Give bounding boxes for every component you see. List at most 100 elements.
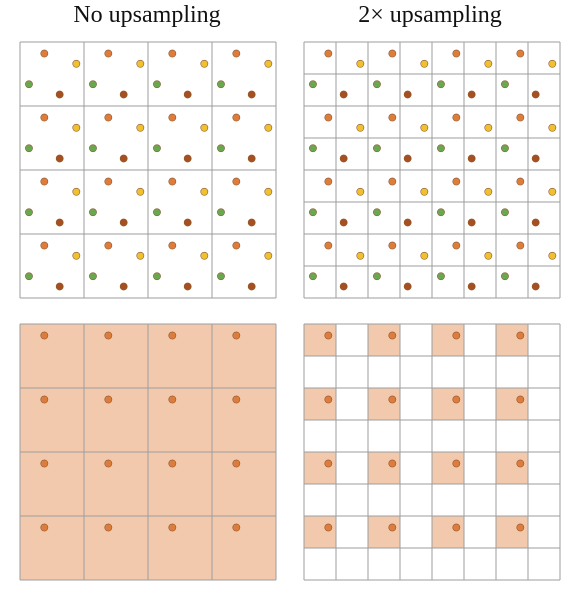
sample-dot-yellow <box>72 59 81 68</box>
sample-dot-green <box>309 80 317 89</box>
sample-dot-green <box>373 272 381 281</box>
sample-dot-green <box>309 272 317 281</box>
sample-dot-orange <box>40 395 49 404</box>
sample-dot-brown <box>467 282 476 291</box>
sample-dot-orange <box>324 395 333 404</box>
pixel-coverage-cell <box>84 516 148 580</box>
sample-dot-brown <box>403 282 412 291</box>
sample-dot-yellow <box>356 123 365 132</box>
sample-dot-orange <box>516 395 525 404</box>
sample-dot-green <box>373 144 381 153</box>
sample-dot-yellow <box>72 251 81 260</box>
sample-dot-brown <box>183 90 192 99</box>
sample-dot-orange <box>324 523 333 532</box>
title-2x-upsampling: 2× upsampling <box>358 2 502 28</box>
sample-dot-orange <box>452 113 461 122</box>
sample-dot-brown <box>531 282 540 291</box>
sample-dot-green <box>153 208 161 217</box>
sample-dot-orange <box>40 113 49 122</box>
panel-2x-upsampling-coverage <box>303 323 561 581</box>
pixel-coverage-cell <box>496 452 528 484</box>
pixel-coverage-cell <box>212 388 276 452</box>
sample-dot-orange <box>452 523 461 532</box>
sample-dot-orange <box>452 331 461 340</box>
sample-dot-green <box>309 208 317 217</box>
sample-dot-orange <box>388 113 397 122</box>
pixel-coverage-cell <box>84 388 148 452</box>
sample-dot-orange <box>168 459 177 468</box>
sample-dot-brown <box>403 218 412 227</box>
sample-dot-orange <box>168 331 177 340</box>
sample-dot-orange <box>104 113 113 122</box>
sample-dot-yellow <box>548 59 557 68</box>
sample-dot-orange <box>324 331 333 340</box>
pixel-coverage-cell <box>148 452 212 516</box>
pixel-coverage-cell <box>20 516 84 580</box>
sample-dot-green <box>89 144 97 153</box>
sample-dot-brown <box>119 154 128 163</box>
sample-dot-orange <box>104 395 113 404</box>
pixel-coverage-cell <box>304 324 336 356</box>
pixel-coverage-cell <box>148 324 212 388</box>
pixel-coverage-cell <box>496 324 528 356</box>
sample-dot-green <box>437 208 445 217</box>
sample-dot-yellow <box>420 251 429 260</box>
sample-dot-orange <box>516 49 525 58</box>
pixel-coverage-cell <box>148 388 212 452</box>
sample-dot-orange <box>40 459 49 468</box>
sample-dot-orange <box>516 113 525 122</box>
sample-dot-orange <box>40 241 49 250</box>
sample-dot-orange <box>452 241 461 250</box>
sample-dot-brown <box>183 218 192 227</box>
sample-dot-brown <box>531 154 540 163</box>
sample-dot-orange <box>40 331 49 340</box>
sample-dot-orange <box>232 395 241 404</box>
sample-dot-orange <box>388 523 397 532</box>
sample-dot-orange <box>104 177 113 186</box>
sample-dot-yellow <box>72 123 81 132</box>
pixel-coverage-cell <box>84 324 148 388</box>
sample-dot-yellow <box>200 123 209 132</box>
pixel-coverage-cell <box>432 324 464 356</box>
sample-dot-green <box>501 144 509 153</box>
pixel-coverage-cell <box>84 452 148 516</box>
sample-dot-yellow <box>484 187 493 196</box>
sample-dot-brown <box>467 154 476 163</box>
sample-dot-green <box>25 272 33 281</box>
sample-dot-orange <box>388 241 397 250</box>
sample-dot-yellow <box>264 123 273 132</box>
sample-dot-green <box>153 272 161 281</box>
sample-dot-brown <box>247 218 256 227</box>
sample-dot-brown <box>183 282 192 291</box>
sample-dot-orange <box>232 177 241 186</box>
sample-dot-orange <box>516 241 525 250</box>
sample-dot-brown <box>119 282 128 291</box>
sample-dot-brown <box>339 282 348 291</box>
sample-dot-yellow <box>484 123 493 132</box>
sample-dot-yellow <box>548 123 557 132</box>
sample-dot-yellow <box>420 187 429 196</box>
sample-dot-orange <box>232 459 241 468</box>
sample-dot-brown <box>403 154 412 163</box>
sample-dot-orange <box>388 49 397 58</box>
sample-dot-yellow <box>356 187 365 196</box>
sample-dot-orange <box>168 49 177 58</box>
sample-dot-orange <box>168 523 177 532</box>
sample-dot-brown <box>339 154 348 163</box>
sample-dot-orange <box>168 241 177 250</box>
sample-dot-green <box>153 144 161 153</box>
sample-dot-orange <box>452 177 461 186</box>
sample-dot-yellow <box>200 251 209 260</box>
pixel-coverage-cell <box>304 516 336 548</box>
sample-dot-green <box>217 144 225 153</box>
sample-dot-brown <box>467 218 476 227</box>
sample-dot-orange <box>232 331 241 340</box>
pixel-coverage-cell <box>432 388 464 420</box>
sample-dot-orange <box>232 523 241 532</box>
sample-dot-yellow <box>484 59 493 68</box>
sample-dot-brown <box>55 90 64 99</box>
sample-dot-orange <box>104 459 113 468</box>
pixel-coverage-cell <box>368 516 400 548</box>
pixel-coverage-cell <box>496 516 528 548</box>
sample-dot-brown <box>339 218 348 227</box>
